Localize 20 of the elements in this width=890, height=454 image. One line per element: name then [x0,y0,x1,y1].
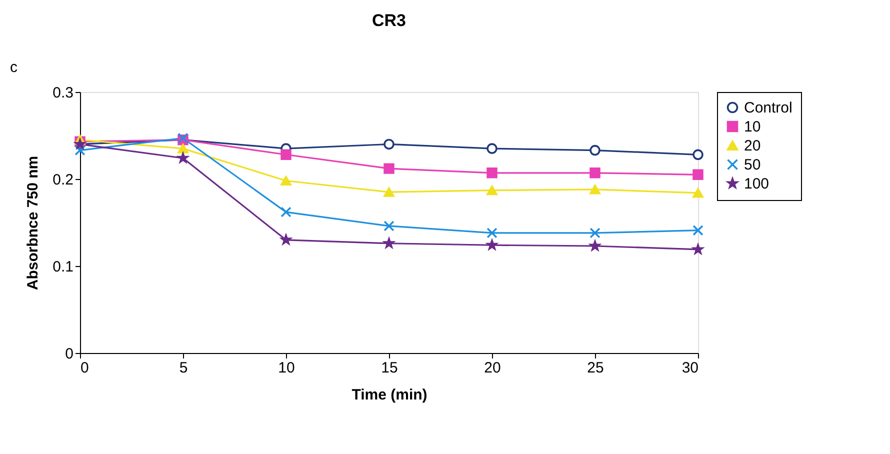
y-tick-label: 0 [65,346,74,362]
x-tick-label: 30 [682,360,698,376]
y-tick-label: 0.2 [52,172,74,188]
x-tick-label: 5 [179,360,188,376]
x-tick-label: 10 [278,360,295,376]
chart-title: CR3 [372,11,406,30]
legend-label: 20 [744,138,761,154]
legend-label: Control [744,100,792,116]
y-tick-label: 0.3 [52,84,74,102]
y-tick-label: 0.1 [52,258,74,276]
legend-label: 50 [744,156,761,174]
x-tick-label: 0 [80,360,89,376]
x-tick-label: 20 [484,360,501,376]
legend-label: 100 [744,176,770,192]
x-tick-label: 15 [381,360,398,376]
x-axis-title: Time (min) [352,386,428,404]
x-tick-label: 25 [587,360,604,376]
text: c [10,59,18,76]
legend-label: 10 [744,118,761,136]
y-axis-title: Absorbnce 750 nm [24,156,42,290]
